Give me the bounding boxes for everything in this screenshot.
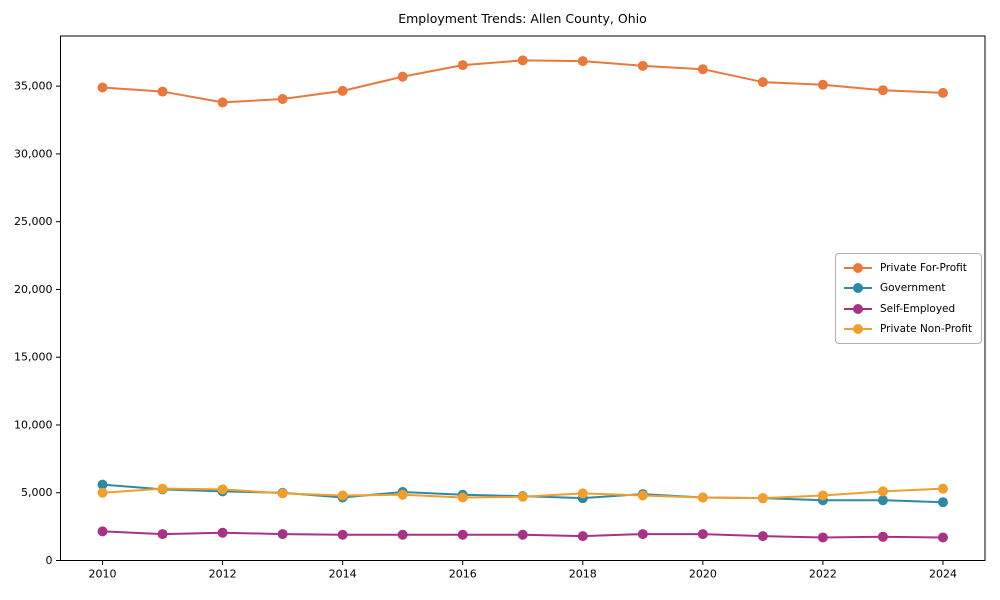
data-point-private-non-profit-2013 — [277, 488, 288, 499]
data-point-private-non-profit-2022 — [817, 490, 828, 501]
axes-frame — [60, 35, 986, 561]
y-tick-label: 20,000 — [14, 283, 53, 296]
legend-line-marker-icon — [844, 283, 872, 294]
data-point-self-employed-2015 — [397, 529, 408, 540]
y-tick-label: 5,000 — [21, 486, 53, 499]
data-point-private-for-profit-2011 — [157, 86, 168, 97]
data-point-private-non-profit-2015 — [397, 489, 408, 500]
data-point-private-for-profit-2010 — [97, 82, 108, 93]
x-tick-label: 2014 — [329, 568, 357, 581]
data-point-self-employed-2021 — [757, 531, 768, 542]
data-point-self-employed-2013 — [277, 529, 288, 540]
data-point-private-for-profit-2024 — [937, 87, 948, 98]
data-point-government-2023 — [877, 495, 888, 506]
data-point-private-non-profit-2019 — [637, 490, 648, 501]
data-point-self-employed-2019 — [637, 529, 648, 540]
data-point-private-non-profit-2023 — [877, 486, 888, 497]
legend-line-marker-icon — [844, 263, 872, 274]
legend-item-private-for-profit: Private For-Profit — [843, 262, 974, 274]
data-point-self-employed-2022 — [817, 532, 828, 543]
y-tick-label: 0 — [46, 554, 53, 567]
data-point-private-non-profit-2018 — [577, 488, 588, 499]
data-point-self-employed-2012 — [217, 527, 228, 538]
data-point-private-for-profit-2014 — [337, 85, 348, 96]
data-point-self-employed-2011 — [157, 529, 168, 540]
data-point-self-employed-2016 — [457, 529, 468, 540]
data-point-self-employed-2018 — [577, 531, 588, 542]
y-tick-label: 25,000 — [14, 215, 53, 228]
data-point-private-for-profit-2012 — [217, 97, 228, 108]
data-point-self-employed-2014 — [337, 529, 348, 540]
data-point-private-for-profit-2022 — [817, 79, 828, 90]
data-point-private-for-profit-2023 — [877, 85, 888, 96]
data-point-self-employed-2023 — [877, 531, 888, 542]
legend-item-government: Government — [843, 282, 974, 294]
data-point-government-2024 — [937, 497, 948, 508]
data-point-private-non-profit-2016 — [457, 492, 468, 503]
data-point-private-non-profit-2012 — [217, 484, 228, 495]
data-point-private-for-profit-2013 — [277, 94, 288, 105]
x-tick-label: 2018 — [569, 568, 597, 581]
legend-label: Private Non-Profit — [880, 322, 973, 335]
x-tick-label: 2010 — [89, 568, 117, 581]
data-point-private-non-profit-2011 — [157, 483, 168, 494]
legend: Private For-Profit Government Self-Employe… — [835, 253, 982, 344]
legend-label: Self-Employed — [880, 302, 956, 315]
data-point-private-for-profit-2017 — [517, 55, 528, 66]
y-tick-label: 35,000 — [14, 80, 53, 93]
chart-title: Employment Trends: Allen County, Ohio — [398, 11, 647, 26]
x-tick-label: 2024 — [929, 568, 957, 581]
x-tick-label: 2022 — [809, 568, 837, 581]
legend-line-marker-icon — [844, 323, 872, 334]
data-point-private-for-profit-2015 — [397, 71, 408, 82]
y-tick-label: 15,000 — [14, 351, 53, 364]
data-point-private-non-profit-2014 — [337, 490, 348, 501]
legend-label: Private For-Profit — [880, 262, 967, 275]
data-point-private-for-profit-2016 — [457, 60, 468, 71]
legend-label: Government — [880, 282, 946, 295]
x-tick-label: 2012 — [209, 568, 237, 581]
data-point-private-non-profit-2010 — [97, 487, 108, 498]
series-line-private-for-profit — [101, 59, 944, 104]
legend-item-private-non-profit: Private Non-Profit — [843, 323, 974, 335]
legend-item-self-employed: Self-Employed — [843, 303, 974, 315]
data-point-self-employed-2020 — [697, 529, 708, 540]
x-tick-label: 2016 — [449, 568, 477, 581]
data-point-private-non-profit-2024 — [937, 483, 948, 494]
data-point-private-for-profit-2019 — [637, 60, 648, 71]
x-tick-label: 2020 — [689, 568, 717, 581]
y-tick-label: 10,000 — [14, 418, 53, 431]
data-point-government-2010 — [97, 479, 108, 490]
data-point-self-employed-2010 — [97, 526, 108, 537]
data-point-private-for-profit-2018 — [577, 56, 588, 67]
legend-line-marker-icon — [844, 303, 872, 314]
data-point-private-non-profit-2017 — [517, 491, 528, 502]
data-point-private-non-profit-2020 — [697, 492, 708, 503]
data-point-private-non-profit-2021 — [757, 493, 768, 504]
data-point-private-for-profit-2020 — [697, 64, 708, 75]
data-point-private-for-profit-2021 — [757, 77, 768, 88]
data-point-self-employed-2024 — [937, 532, 948, 543]
y-tick-label: 30,000 — [14, 147, 53, 160]
data-point-self-employed-2017 — [517, 529, 528, 540]
